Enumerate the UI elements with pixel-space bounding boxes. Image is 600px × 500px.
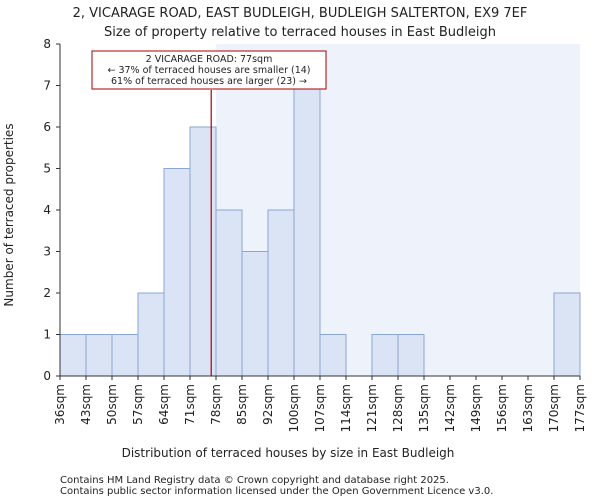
y-tick-label: 7 <box>43 79 51 93</box>
y-tick-label: 0 <box>43 369 51 383</box>
bar-107sqm <box>319 334 347 377</box>
bar-121sqm <box>371 334 399 377</box>
bar-43sqm <box>85 334 113 377</box>
x-tick-label-36sqm: 36sqm <box>53 384 67 425</box>
bar-170sqm <box>553 292 581 377</box>
x-tick-label-50sqm: 50sqm <box>105 384 119 425</box>
annotation-line-1: 2 VICARAGE ROAD: 77sqm <box>146 54 273 65</box>
x-tick-label-135sqm: 135sqm <box>417 384 431 432</box>
bar-50sqm <box>111 334 139 377</box>
y-ticks-group: 0 1 2 3 4 5 6 7 8 <box>43 37 60 383</box>
annotation-line-2: ← 37% of terraced houses are smaller (14… <box>107 65 310 76</box>
footer-line-2: Contains public sector information licen… <box>60 486 493 497</box>
y-axis-label: Number of terraced properties <box>2 123 16 306</box>
x-tick-label-85sqm: 85sqm <box>235 384 249 425</box>
bar-57sqm <box>137 292 165 377</box>
bar-71sqm <box>189 126 217 377</box>
x-tick-label-92sqm: 92sqm <box>261 384 275 425</box>
annotation-line-3: 61% of terraced houses are larger (23) → <box>111 76 307 87</box>
x-tick-label-100sqm: 100sqm <box>287 384 301 432</box>
y-tick-label: 4 <box>43 203 51 217</box>
chart-title: 2, VICARAGE ROAD, EAST BUDLEIGH, BUDLEIG… <box>73 6 528 21</box>
chart-subtitle: Size of property relative to terraced ho… <box>104 25 496 40</box>
bar-36sqm <box>59 334 87 377</box>
y-tick-label: 2 <box>43 286 51 300</box>
x-tick-label-114sqm: 114sqm <box>339 384 353 432</box>
y-tick-label: 6 <box>43 120 51 134</box>
x-tick-label-71sqm: 71sqm <box>183 384 197 425</box>
y-tick-label: 1 <box>43 328 51 342</box>
footer-line-1: Contains HM Land Registry data © Crown c… <box>60 475 449 486</box>
x-tick-label-64sqm: 64sqm <box>157 384 171 425</box>
bar-100sqm <box>293 85 321 377</box>
x-tick-label-156sqm: 156sqm <box>495 384 509 432</box>
x-tick-label-163sqm: 163sqm <box>521 384 535 432</box>
bars-group <box>59 85 581 377</box>
x-tick-label-43sqm: 43sqm <box>79 384 93 425</box>
x-tick-label-149sqm: 149sqm <box>469 384 483 432</box>
x-tick-label-57sqm: 57sqm <box>131 384 145 425</box>
x-tick-label-107sqm: 107sqm <box>313 384 327 432</box>
annotation-box: 2 VICARAGE ROAD: 77sqm ← 37% of terraced… <box>91 50 327 90</box>
bar-64sqm <box>163 168 191 377</box>
y-tick-label: 3 <box>43 245 51 259</box>
x-tick-label-78sqm: 78sqm <box>209 384 223 425</box>
x-tick-label-121sqm: 121sqm <box>365 384 379 432</box>
y-tick-label: 8 <box>43 37 51 51</box>
bar-78sqm <box>215 209 243 377</box>
bar-85sqm <box>241 251 269 377</box>
x-tick-label-177sqm: 177sqm <box>573 384 587 432</box>
x-tick-label-128sqm: 128sqm <box>391 384 405 432</box>
bar-92sqm <box>267 209 295 377</box>
x-tick-label-142sqm: 142sqm <box>443 384 457 432</box>
x-tick-label-170sqm: 170sqm <box>547 384 561 432</box>
bar-128sqm <box>397 334 425 377</box>
x-axis-label: Distribution of terraced houses by size … <box>122 446 455 460</box>
y-tick-label: 5 <box>43 162 51 176</box>
x-ticks-group: 36sqm 43sqm 50sqm 57sqm 64sqm 71sqm 78sqm 85sqm… <box>53 376 587 432</box>
